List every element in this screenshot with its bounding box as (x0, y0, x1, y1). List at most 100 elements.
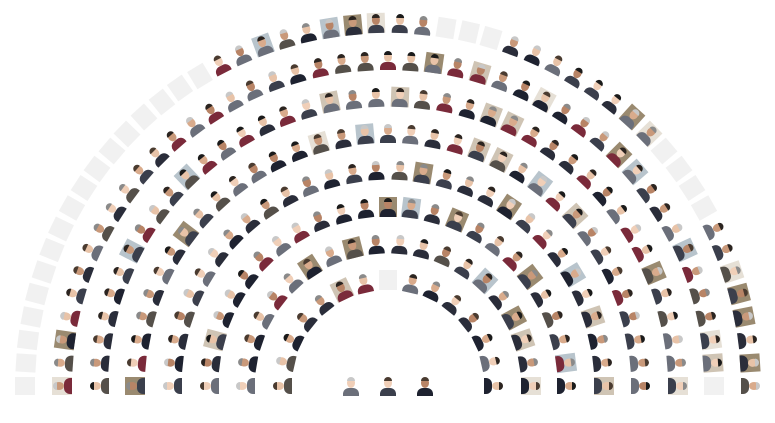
member-hair (678, 334, 684, 343)
seat (235, 377, 256, 395)
member-body (289, 149, 309, 163)
seat (401, 197, 422, 220)
member-hair (742, 287, 749, 297)
member-hair (371, 87, 381, 92)
seat (530, 283, 557, 310)
seat (161, 126, 188, 153)
seat (662, 329, 686, 351)
seat (695, 305, 719, 328)
seat (210, 134, 237, 162)
member-hair (348, 15, 357, 21)
member-body (333, 63, 352, 75)
member-body (322, 28, 340, 40)
seat (389, 233, 410, 255)
seat (444, 207, 469, 233)
seat (649, 196, 676, 223)
seat (559, 261, 587, 288)
seat (70, 175, 98, 202)
member-body (112, 287, 126, 306)
member-hair (53, 358, 58, 367)
seat (319, 16, 341, 40)
member-face (347, 378, 355, 388)
seat (272, 377, 292, 395)
seat (296, 253, 323, 280)
seat (139, 282, 165, 307)
member-hair (384, 197, 392, 202)
seat (412, 161, 434, 185)
seat (202, 328, 227, 351)
member-hair (431, 127, 441, 134)
member-body (343, 388, 359, 396)
member-body (311, 67, 329, 79)
member-body (484, 378, 492, 394)
seat (331, 51, 352, 75)
seat (100, 196, 127, 223)
seat (148, 260, 175, 286)
seat (379, 270, 397, 290)
seat (78, 238, 105, 263)
member-hair (360, 51, 369, 56)
member-body (417, 388, 433, 396)
seat (517, 351, 541, 374)
seat (455, 172, 481, 198)
seat (619, 305, 644, 329)
seat (479, 351, 504, 374)
presidium-seat (379, 376, 397, 396)
seat (353, 270, 376, 295)
seat (621, 159, 648, 186)
seat (130, 103, 158, 131)
seat (307, 55, 330, 79)
seat (218, 86, 245, 113)
seat (172, 220, 200, 247)
seat (198, 98, 225, 125)
seat (367, 12, 386, 34)
seat (51, 377, 72, 395)
member-body (402, 135, 420, 146)
member-face (384, 378, 392, 388)
seat (563, 62, 589, 89)
member-body (288, 72, 307, 86)
seat (58, 195, 85, 221)
seat (511, 76, 536, 103)
seat (601, 260, 628, 286)
seat (342, 87, 364, 110)
seat (681, 260, 707, 284)
member-body (665, 354, 676, 372)
seat (247, 245, 275, 273)
member-body (380, 135, 396, 144)
seat (207, 51, 233, 78)
member-hair (533, 357, 539, 366)
seat (235, 351, 259, 374)
seat (118, 238, 145, 265)
member-hair (735, 265, 743, 274)
member-body (284, 355, 297, 373)
member-body (594, 378, 603, 394)
seat (390, 12, 409, 34)
seat (665, 352, 688, 373)
member-body (177, 332, 189, 350)
seat (179, 111, 206, 139)
seat (490, 67, 514, 93)
seat (265, 230, 293, 258)
member-body (100, 378, 109, 394)
seat (366, 159, 386, 181)
seat (355, 50, 375, 72)
member-hair (371, 234, 380, 240)
seat (445, 130, 469, 155)
seat (390, 86, 410, 108)
member-body (74, 286, 88, 305)
member-body (247, 378, 256, 394)
seat (453, 253, 480, 280)
seat (571, 282, 597, 308)
member-hair (755, 382, 760, 390)
member-body (740, 378, 749, 394)
seat (671, 238, 698, 263)
member-hair (499, 382, 503, 390)
seat (704, 377, 725, 395)
seat (279, 327, 306, 353)
seat (217, 223, 245, 251)
seat (125, 352, 148, 373)
member-face (384, 125, 392, 136)
member-body (247, 354, 259, 373)
